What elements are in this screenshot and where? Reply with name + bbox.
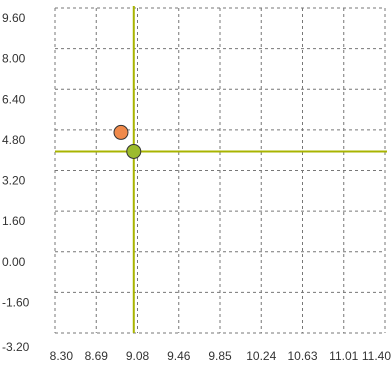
y-tick-label: 8.00 [2,52,26,66]
x-tick-label: 10.24 [246,349,276,363]
x-tick-label: 8.69 [85,349,109,363]
y-axis-ticks: 9.60 8.00 6.40 4.80 3.20 1.60 0.00 -1.60 -3.20 [2,11,30,354]
y-tick-label: 0.00 [2,255,26,269]
x-tick-label: 9.46 [167,349,191,363]
x-tick-label: 8.30 [50,349,74,363]
y-tick-label: 3.20 [2,174,26,188]
x-tick-label: 11.01 [329,349,358,363]
x-tick-label: 11.40 [362,349,391,363]
data-point[interactable] [126,143,142,159]
y-tick-label: -3.20 [2,340,30,354]
crosshair [55,6,387,333]
x-tick-label: 9.08 [126,349,150,363]
y-tick-label: 4.80 [2,133,26,147]
y-tick-label: 1.60 [2,214,26,228]
y-tick-label: -1.60 [2,295,30,309]
data-points [113,124,142,159]
y-tick-label: 9.60 [2,11,26,25]
y-tick-label: 6.40 [2,92,26,106]
grid [54,7,386,334]
x-axis-ticks: 8.30 8.69 9.08 9.46 9.85 10.24 10.63 11.01 11.40 [50,349,392,363]
x-tick-label: 10.63 [287,349,317,363]
x-tick-label: 9.85 [208,349,232,363]
data-point[interactable] [113,124,129,140]
